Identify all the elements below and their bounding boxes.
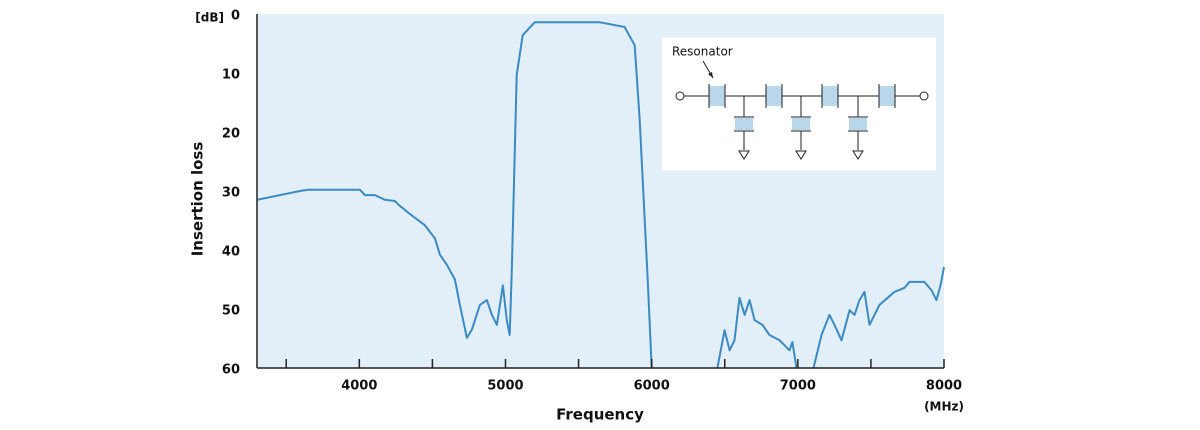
data-line <box>256 21 945 369</box>
x-tick-label: 5000 <box>487 379 523 394</box>
arrow-head <box>708 72 713 78</box>
y-tick-label: 40 <box>222 245 240 260</box>
inset-label: Resonator <box>672 45 733 59</box>
x-tick-label: 7000 <box>780 379 816 394</box>
y-tick-label: 60 <box>222 363 240 378</box>
y-tick-label: 0 <box>231 9 240 24</box>
y-tick-label: 20 <box>222 127 240 142</box>
y-tick-label: 10 <box>222 68 240 83</box>
x-tick-label: 8000 <box>926 379 962 394</box>
port <box>675 91 685 101</box>
x-axis-title: Frequency <box>556 406 644 424</box>
x-tick-label: 4000 <box>341 379 377 394</box>
y-tick-label: 50 <box>222 304 240 319</box>
y-axis-title: Insertion loss <box>189 142 207 257</box>
x-unit: (MHz) <box>924 400 964 414</box>
port <box>919 91 929 101</box>
y-tick-label: 30 <box>222 186 240 201</box>
y-unit: [dB] <box>195 11 224 25</box>
series-resonators <box>708 84 896 108</box>
inset-diagram: Resonator <box>662 37 936 171</box>
shunt-resonators <box>734 96 868 160</box>
x-tick-label: 6000 <box>634 379 670 394</box>
